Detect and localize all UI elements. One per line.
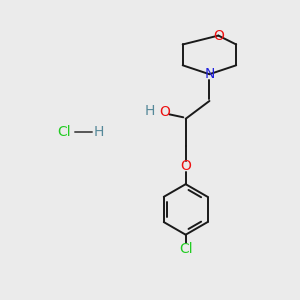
Text: Cl: Cl [57,125,70,139]
Text: O: O [213,28,224,43]
Text: O: O [180,159,191,173]
Text: Cl: Cl [179,242,193,256]
Text: H: H [145,104,155,118]
Text: O: O [159,105,170,119]
Text: N: N [204,67,214,81]
Text: H: H [94,125,104,139]
